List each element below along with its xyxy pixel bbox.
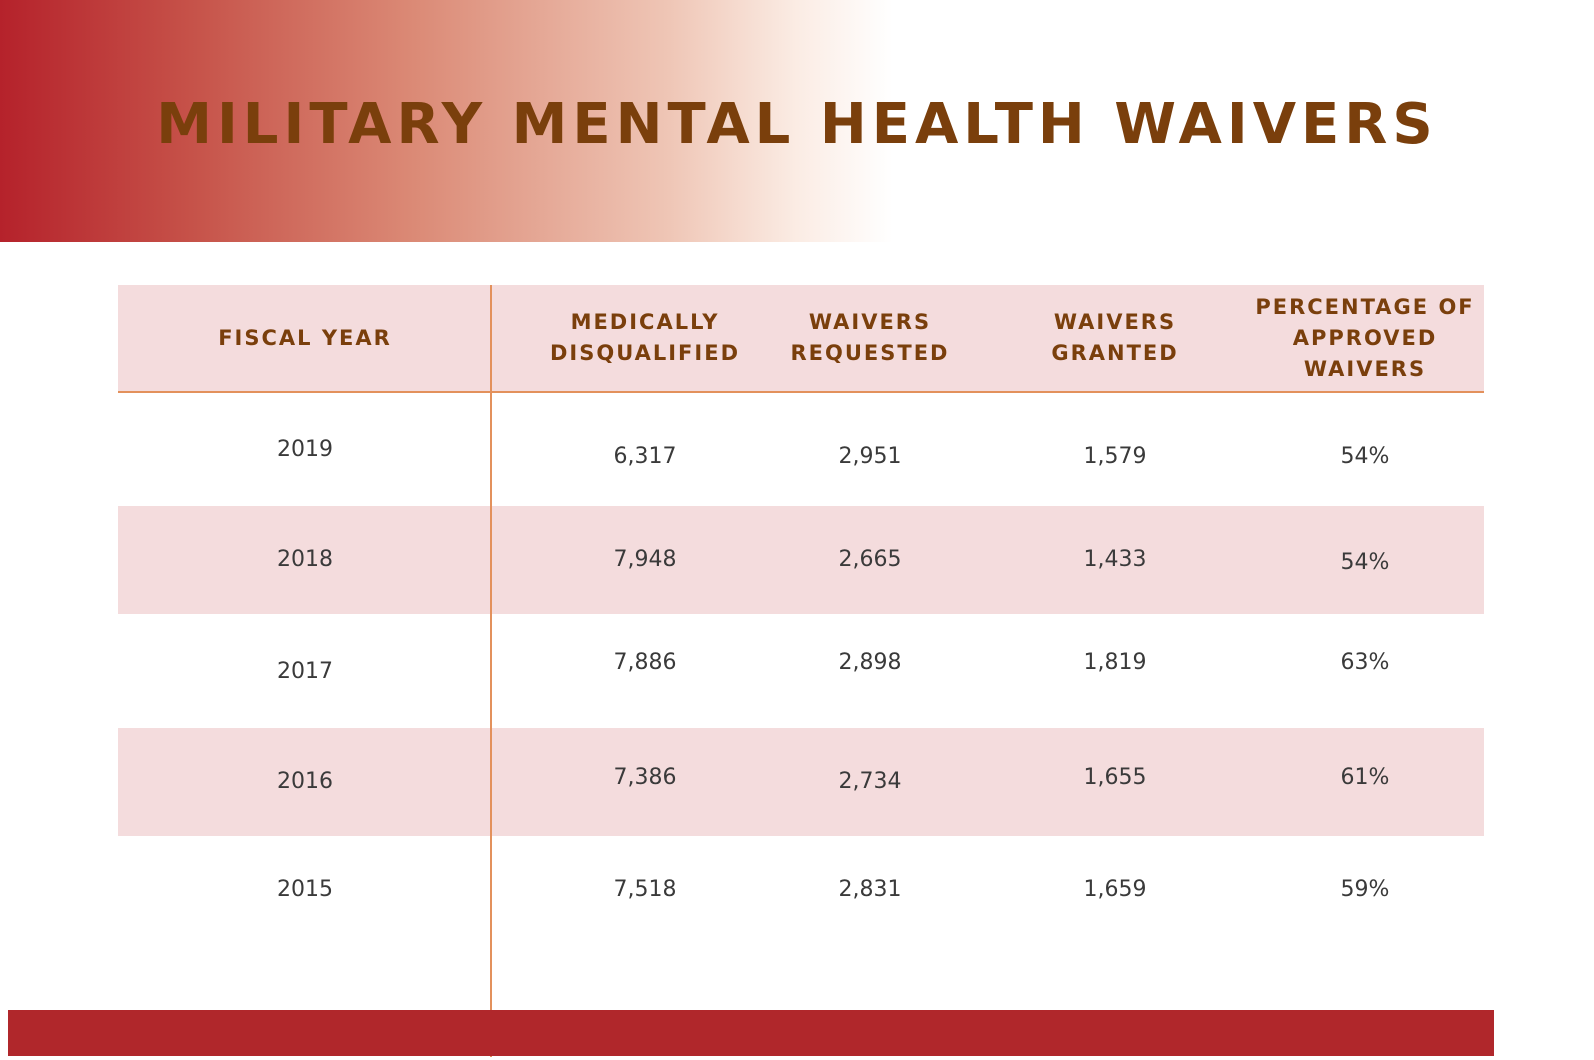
header-underline-rule [118, 391, 1484, 393]
column-header-percentage-approved: PERCENTAGE OF APPROVED WAIVERS [1255, 294, 1475, 381]
row-band-2018 [118, 506, 1484, 614]
cell-fiscal-year: 2016 [277, 769, 333, 794]
cell-waivers-granted: 1,659 [1083, 877, 1147, 902]
cell-fiscal-year: 2018 [277, 547, 333, 572]
cell-medically-disqualified: 7,518 [613, 877, 677, 902]
footer-bar [8, 1010, 1494, 1056]
cell-waivers-granted: 1,819 [1083, 650, 1147, 675]
cell-waivers-requested: 2,734 [838, 769, 902, 794]
row-band-2016 [118, 728, 1484, 836]
column-header-medically-disqualified: MEDICALLY DISQUALIFIED [549, 310, 740, 365]
cell-waivers-granted: 1,433 [1083, 547, 1147, 572]
cell-medically-disqualified: 7,948 [613, 547, 677, 572]
column-header-waivers-granted: WAIVERS GRANTED [1051, 310, 1179, 365]
cell-medically-disqualified: 7,386 [613, 765, 677, 790]
page-title: MILITARY MENTAL HEALTH WAIVERS [156, 92, 1438, 157]
cell-percentage-approved: 63% [1340, 650, 1390, 675]
cell-percentage-approved: 54% [1340, 550, 1390, 575]
cell-fiscal-year: 2019 [277, 437, 333, 462]
cell-fiscal-year: 2017 [277, 659, 333, 684]
column-divider [490, 285, 492, 1057]
column-header-fiscal-year: FISCAL YEAR [218, 325, 392, 350]
cell-waivers-granted: 1,655 [1083, 765, 1147, 790]
header-gradient-band [0, 0, 1594, 242]
table-header-background [118, 285, 1484, 391]
cell-percentage-approved: 59% [1340, 877, 1390, 902]
cell-medically-disqualified: 6,317 [613, 444, 677, 469]
cell-fiscal-year: 2015 [277, 877, 333, 902]
cell-percentage-approved: 61% [1340, 765, 1390, 790]
cell-waivers-granted: 1,579 [1083, 444, 1147, 469]
column-header-waivers-requested: WAIVERS REQUESTED [790, 310, 950, 365]
cell-waivers-requested: 2,831 [838, 877, 902, 902]
cell-waivers-requested: 2,951 [838, 444, 902, 469]
cell-percentage-approved: 54% [1340, 444, 1390, 469]
cell-waivers-requested: 2,665 [838, 547, 902, 572]
cell-medically-disqualified: 7,886 [613, 650, 677, 675]
cell-waivers-requested: 2,898 [838, 650, 902, 675]
